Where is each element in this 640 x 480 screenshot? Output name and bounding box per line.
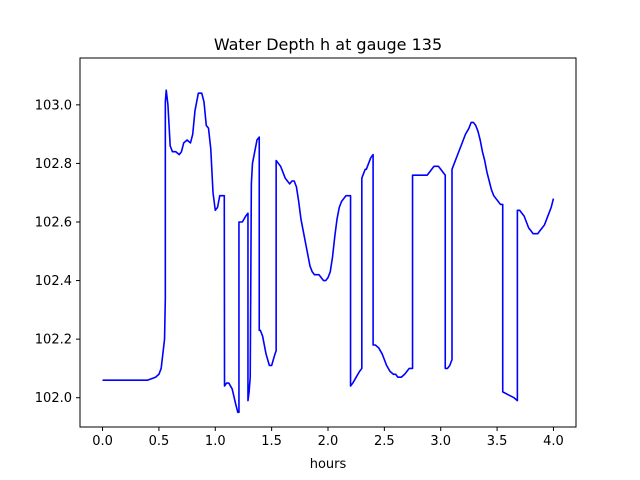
y-tick-label: 103.0 — [35, 98, 72, 113]
x-tick-label: 1.0 — [205, 434, 226, 449]
y-tick-label: 102.6 — [35, 216, 72, 231]
x-tick-label: 0.0 — [92, 434, 113, 449]
y-tick-label: 102.4 — [35, 274, 72, 289]
x-tick-label: 3.0 — [430, 434, 451, 449]
x-tick-label: 3.5 — [487, 434, 508, 449]
x-axis-label: hours — [310, 457, 347, 472]
series-line-0 — [102, 89, 555, 414]
x-tick-label: 2.0 — [318, 434, 339, 449]
x-tick-label: 4.0 — [543, 434, 564, 449]
x-tick-label: 1.5 — [261, 434, 282, 449]
plot-frame — [79, 57, 577, 428]
x-tick-label: 0.5 — [149, 434, 170, 449]
y-axis: 102.0 102.2 102.4 102.6 102.8 103.0 — [35, 98, 80, 406]
chart-title: Water Depth h at gauge 135 — [214, 35, 442, 54]
series-layer — [102, 89, 555, 414]
y-tick-label: 102.2 — [35, 333, 72, 348]
x-axis: 0.0 0.5 1.0 1.5 2.0 2.5 3.0 3.5 4.0 — [92, 427, 564, 449]
x-tick-label: 2.5 — [374, 434, 395, 449]
y-tick-label: 102.0 — [35, 391, 72, 406]
y-tick-label: 102.8 — [35, 157, 72, 172]
